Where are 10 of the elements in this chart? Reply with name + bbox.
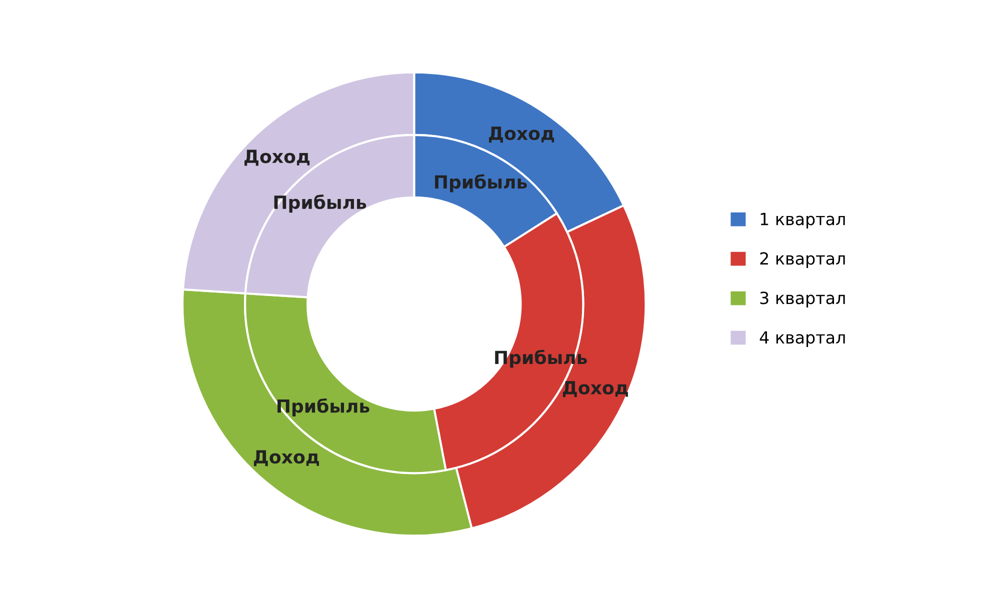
text: Прибыль xyxy=(435,174,527,192)
slice-label: Прибыль xyxy=(274,194,366,213)
legend-label: 3 квартал xyxy=(760,292,845,308)
legend-label: 1 квартал xyxy=(760,212,845,229)
text: Доход xyxy=(254,450,319,466)
text: Доход xyxy=(488,126,554,143)
legend-label: 2 квартал xyxy=(760,252,845,268)
legend-label: 4 квартал xyxy=(760,331,845,347)
slice-label: Доход xyxy=(562,381,628,398)
text: Доход xyxy=(244,150,310,166)
